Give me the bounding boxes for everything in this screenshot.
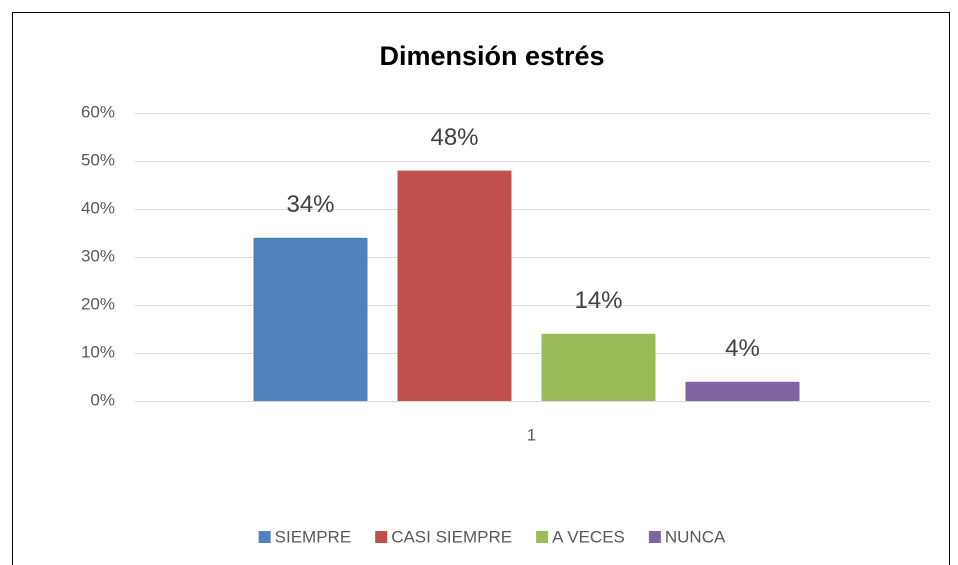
legend-swatch bbox=[536, 531, 549, 543]
data-label: 4% bbox=[725, 335, 760, 362]
chart-title: Dimensión estrés bbox=[379, 41, 604, 71]
y-tick-label: 40% bbox=[81, 198, 115, 217]
legend-label: A VECES bbox=[552, 527, 625, 546]
x-tick-label: 1 bbox=[527, 425, 536, 444]
y-tick-label: 10% bbox=[81, 342, 115, 361]
bar bbox=[397, 170, 512, 401]
y-tick-label: 0% bbox=[90, 390, 115, 409]
bar bbox=[541, 333, 656, 401]
y-tick-label: 30% bbox=[81, 246, 115, 265]
bar bbox=[685, 381, 800, 401]
legend-swatch bbox=[375, 531, 388, 543]
legend-swatch bbox=[258, 531, 271, 543]
data-label: 34% bbox=[286, 191, 334, 218]
data-label: 48% bbox=[430, 124, 478, 151]
y-tick-label: 20% bbox=[81, 294, 115, 313]
legend-swatch bbox=[648, 531, 661, 543]
y-tick-label: 50% bbox=[81, 150, 115, 169]
legend-label: NUNCA bbox=[665, 527, 726, 546]
legend-label: SIEMPRE bbox=[275, 527, 352, 546]
data-label: 14% bbox=[574, 287, 622, 314]
bar bbox=[253, 237, 368, 401]
legend-label: CASI SIEMPRE bbox=[391, 527, 512, 546]
y-tick-label: 60% bbox=[81, 102, 115, 121]
